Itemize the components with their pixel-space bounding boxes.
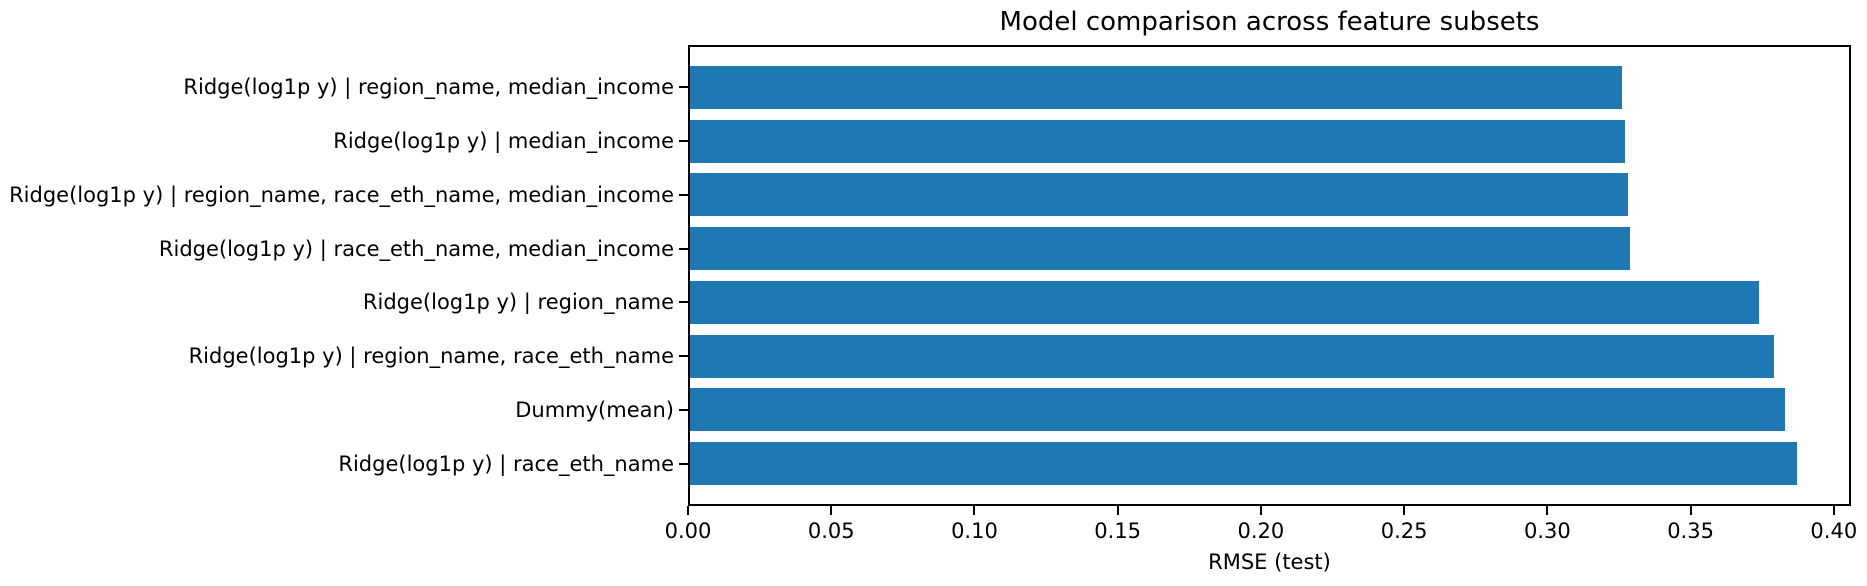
y-tick-label: Ridge(log1p y) | region_name, race_eth_n… — [188, 344, 674, 369]
x-tick-label: 0.10 — [951, 519, 998, 543]
x-tick-label: 0.40 — [1810, 519, 1858, 543]
x-tick — [1259, 506, 1262, 515]
bar — [690, 280, 1760, 324]
bar — [690, 388, 1786, 432]
y-tick — [679, 193, 688, 196]
chart-title: Model comparison across feature subsets — [999, 7, 1540, 37]
y-tick-label: Ridge(log1p y) | region_name, race_eth_n… — [9, 182, 674, 207]
y-tick — [679, 301, 688, 304]
x-tick-label: 0.20 — [1237, 519, 1285, 543]
y-tick-label: Dummy(mean) — [515, 397, 674, 422]
x-tick-label: 0.15 — [1094, 519, 1142, 543]
y-tick — [679, 247, 688, 250]
bar — [690, 227, 1631, 271]
x-tick — [1546, 506, 1549, 515]
y-tick-label: Ridge(log1p y) | race_eth_name — [338, 451, 674, 476]
y-tick-label: Ridge(log1p y) | median_income — [333, 129, 674, 154]
bar — [690, 173, 1628, 217]
y-tick — [679, 355, 688, 358]
y-tick — [679, 86, 688, 89]
y-tick-label: Ridge(log1p y) | race_eth_name, median_i… — [158, 236, 674, 261]
x-tick — [687, 506, 689, 515]
bar — [690, 334, 1774, 378]
x-tick-label: 0.30 — [1523, 519, 1571, 543]
x-tick-label: 0.25 — [1380, 519, 1428, 543]
plot-area — [688, 45, 1851, 506]
y-tick-label: Ridge(log1p y) | region_name — [362, 290, 674, 315]
x-tick-label: 0.05 — [807, 519, 855, 543]
x-axis-label: RMSE (test) — [1208, 550, 1331, 574]
x-tick — [973, 506, 976, 515]
x-tick — [1403, 506, 1406, 515]
x-tick — [830, 506, 833, 515]
x-tick — [1116, 506, 1119, 515]
x-tick-label: 0.35 — [1667, 519, 1714, 543]
bar — [690, 65, 1622, 109]
x-tick-label: 0.00 — [664, 519, 712, 543]
bar — [690, 442, 1797, 486]
x-tick — [1832, 506, 1835, 515]
y-tick-label: Ridge(log1p y) | region_name, median_inc… — [183, 75, 674, 100]
y-tick — [679, 462, 688, 465]
y-tick — [679, 408, 688, 411]
y-tick — [679, 140, 688, 143]
x-tick — [1689, 506, 1692, 515]
bar — [690, 119, 1625, 163]
